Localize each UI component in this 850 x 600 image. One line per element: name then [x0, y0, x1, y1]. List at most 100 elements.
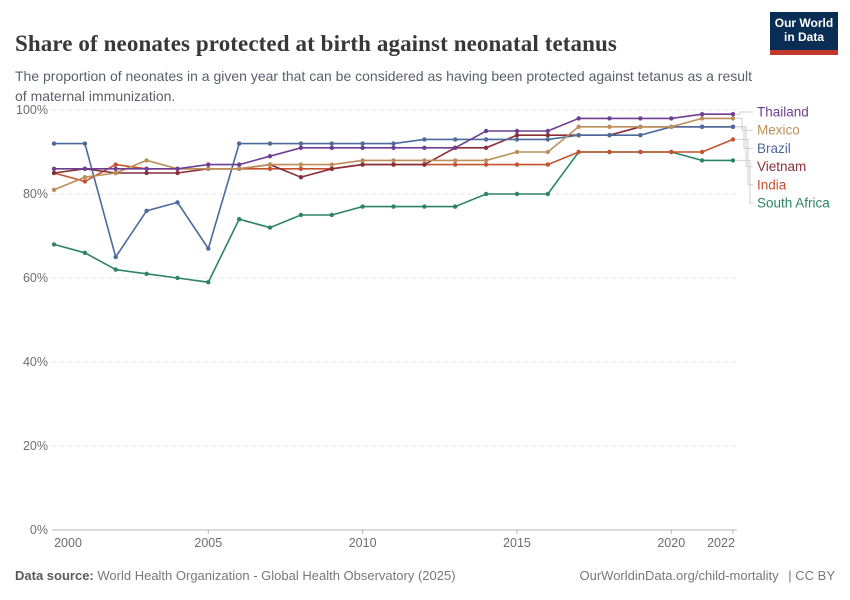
data-point-mexico-2008[interactable]	[298, 162, 304, 167]
data-point-india-2019[interactable]	[638, 149, 643, 155]
data-point-vietnam-2015[interactable]	[514, 133, 520, 138]
data-point-brazil-2019[interactable]	[638, 133, 643, 138]
data-point-mexico-2006[interactable]	[237, 166, 242, 171]
data-point-mexico-2016[interactable]	[545, 149, 550, 155]
data-point-mexico-2003[interactable]	[144, 158, 149, 163]
data-point-mexico-2001[interactable]	[82, 175, 88, 180]
data-point-brazil-2005[interactable]	[206, 246, 211, 251]
data-point-vietnam-2000[interactable]	[51, 170, 57, 176]
owid-url-link[interactable]: OurWorldinData.org/child-mortality	[579, 568, 779, 583]
data-point-mexico-2011[interactable]	[391, 158, 396, 163]
data-point-vietnam-2016[interactable]	[545, 133, 550, 138]
data-point-brazil-2009[interactable]	[329, 141, 334, 146]
data-point-south-africa-2009[interactable]	[329, 212, 334, 218]
data-point-south-africa-2007[interactable]	[267, 225, 273, 230]
legend-item-thailand[interactable]: Thailand	[757, 105, 809, 120]
data-point-brazil-2017[interactable]	[576, 133, 581, 138]
data-point-south-africa-2012[interactable]	[422, 204, 427, 209]
data-point-vietnam-2010[interactable]	[360, 162, 365, 167]
data-point-india-2016[interactable]	[545, 162, 550, 167]
data-point-mexico-2012[interactable]	[422, 158, 427, 163]
data-point-mexico-2015[interactable]	[514, 149, 520, 155]
data-point-thailand-2004[interactable]	[175, 166, 180, 171]
data-point-mexico-2021[interactable]	[699, 116, 705, 121]
data-point-south-africa-2004[interactable]	[175, 275, 180, 281]
series-brazil[interactable]	[51, 124, 736, 260]
data-point-thailand-2016[interactable]	[545, 128, 550, 134]
data-point-india-2014[interactable]	[483, 162, 489, 167]
data-point-thailand-2013[interactable]	[453, 145, 458, 150]
data-point-south-africa-2011[interactable]	[391, 204, 396, 209]
data-point-india-2020[interactable]	[669, 149, 674, 155]
data-point-thailand-2012[interactable]	[422, 145, 427, 150]
data-point-brazil-2002[interactable]	[113, 254, 118, 260]
data-point-south-africa-2022[interactable]	[730, 158, 736, 163]
legend-item-mexico[interactable]: Mexico	[757, 123, 800, 138]
data-point-mexico-2020[interactable]	[669, 124, 674, 129]
data-point-south-africa-2013[interactable]	[453, 204, 458, 209]
data-point-india-2007[interactable]	[267, 166, 273, 171]
data-point-india-2018[interactable]	[607, 149, 612, 155]
data-point-brazil-2014[interactable]	[483, 137, 489, 142]
data-point-mexico-2019[interactable]	[638, 124, 643, 129]
data-point-south-africa-2008[interactable]	[298, 212, 304, 218]
data-point-mexico-2009[interactable]	[329, 162, 334, 167]
data-point-vietnam-2003[interactable]	[144, 170, 149, 176]
data-point-india-2017[interactable]	[576, 149, 581, 155]
data-point-thailand-2008[interactable]	[298, 145, 304, 150]
data-point-india-2002[interactable]	[113, 162, 118, 167]
data-point-brazil-2004[interactable]	[175, 200, 180, 205]
data-point-south-africa-2016[interactable]	[545, 191, 550, 197]
data-point-south-africa-2006[interactable]	[237, 217, 242, 222]
data-point-brazil-2021[interactable]	[699, 124, 705, 129]
data-point-south-africa-2010[interactable]	[360, 204, 365, 209]
data-point-brazil-2006[interactable]	[237, 141, 242, 146]
data-point-brazil-2022[interactable]	[730, 124, 736, 129]
data-point-mexico-2010[interactable]	[360, 158, 365, 163]
data-point-brazil-2018[interactable]	[607, 133, 612, 138]
data-point-thailand-2021[interactable]	[699, 112, 705, 117]
data-point-mexico-2022[interactable]	[730, 116, 736, 121]
data-point-india-2008[interactable]	[298, 166, 304, 171]
data-point-brazil-2010[interactable]	[360, 141, 365, 146]
data-point-vietnam-2012[interactable]	[422, 162, 427, 167]
data-point-south-africa-2014[interactable]	[483, 191, 489, 197]
owid-logo[interactable]: Our World in Data	[770, 12, 838, 55]
series-thailand[interactable]	[51, 112, 736, 171]
series-south-africa[interactable]	[51, 149, 736, 285]
data-point-south-africa-2001[interactable]	[82, 250, 88, 255]
data-point-thailand-2017[interactable]	[576, 116, 581, 121]
data-point-thailand-2014[interactable]	[483, 128, 489, 134]
data-point-thailand-2019[interactable]	[638, 116, 643, 121]
data-point-thailand-2018[interactable]	[607, 116, 612, 121]
data-point-south-africa-2002[interactable]	[113, 267, 118, 272]
data-point-south-africa-2000[interactable]	[51, 242, 57, 247]
data-point-brazil-2011[interactable]	[391, 141, 396, 146]
data-point-mexico-2018[interactable]	[607, 124, 612, 129]
data-point-vietnam-2008[interactable]	[298, 175, 304, 180]
data-point-thailand-2006[interactable]	[237, 162, 242, 167]
data-point-thailand-2000[interactable]	[51, 166, 57, 171]
data-point-south-africa-2003[interactable]	[144, 271, 149, 276]
data-point-vietnam-2004[interactable]	[175, 170, 180, 176]
data-point-india-2001[interactable]	[82, 179, 88, 184]
data-point-mexico-2000[interactable]	[51, 187, 57, 192]
data-point-south-africa-2005[interactable]	[206, 280, 211, 285]
legend-item-south-africa[interactable]: South Africa	[757, 196, 830, 211]
data-point-brazil-2008[interactable]	[298, 141, 304, 146]
data-point-india-2015[interactable]	[514, 162, 520, 167]
data-point-south-africa-2015[interactable]	[514, 191, 520, 197]
data-point-mexico-2017[interactable]	[576, 124, 581, 129]
data-point-vietnam-2014[interactable]	[483, 145, 489, 150]
data-point-thailand-2010[interactable]	[360, 145, 365, 150]
legend-item-brazil[interactable]: Brazil	[757, 141, 791, 156]
data-point-thailand-2020[interactable]	[669, 116, 674, 121]
data-point-brazil-2000[interactable]	[51, 141, 57, 146]
data-point-mexico-2002[interactable]	[113, 170, 118, 176]
data-point-mexico-2007[interactable]	[267, 162, 273, 167]
data-point-brazil-2007[interactable]	[267, 141, 273, 146]
data-point-thailand-2009[interactable]	[329, 145, 334, 150]
data-point-thailand-2015[interactable]	[514, 128, 520, 134]
data-point-mexico-2014[interactable]	[483, 158, 489, 163]
data-point-mexico-2013[interactable]	[453, 158, 458, 163]
